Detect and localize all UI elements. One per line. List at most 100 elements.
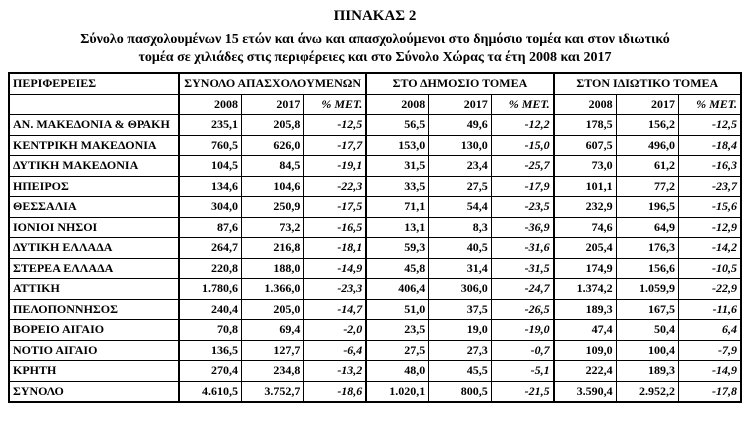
value-cell: 40,5 xyxy=(428,237,492,259)
subheader: 2008 xyxy=(552,93,617,115)
value-cell: -23,3 xyxy=(303,278,367,300)
value-cell: 196,5 xyxy=(615,196,680,218)
value-cell: -2,0 xyxy=(303,319,367,341)
group-header: ΣΤΟ ΔΗΜΟΣΙΟ ΤΟΜΕΑ xyxy=(365,72,555,95)
value-cell: 174,9 xyxy=(552,257,617,279)
value-cell: 87,6 xyxy=(177,216,242,238)
value-cell: -11,6 xyxy=(678,298,742,320)
value-cell: 3.590,4 xyxy=(552,380,617,403)
value-cell: 205,8 xyxy=(240,114,305,136)
table-row: ΗΠΕΙΡΟΣ 134,6 104,6 -22,3 33,5 27,5 -17,9 101,1… xyxy=(8,175,742,197)
value-cell: 234,8 xyxy=(240,360,305,382)
value-cell: -16,3 xyxy=(678,155,742,177)
value-cell: -0,7 xyxy=(490,339,555,361)
value-cell: -15,0 xyxy=(490,134,555,156)
value-cell: 31,5 xyxy=(365,155,430,177)
region-name: ΚΕΝΤΡΙΚΗ ΜΑΚΕΔΟΝΙΑ xyxy=(8,134,180,156)
value-cell: 216,8 xyxy=(240,237,305,259)
value-cell: -14,9 xyxy=(303,257,367,279)
table-row: ΔΥΤΙΚΗ ΕΛΛΑΔΑ 264,7 216,8 -18,1 59,3 40,5 -31,… xyxy=(8,237,742,259)
value-cell: -14,9 xyxy=(678,360,742,382)
value-cell: -23,5 xyxy=(490,196,555,218)
value-cell: -14,2 xyxy=(678,237,742,259)
value-cell: -31,6 xyxy=(490,237,555,259)
region-name: ΚΡΗΤΗ xyxy=(8,360,180,382)
value-cell: 23,5 xyxy=(365,319,430,341)
value-cell: 264,7 xyxy=(177,237,242,259)
value-cell: -22,3 xyxy=(303,175,367,197)
value-cell: 77,2 xyxy=(615,175,680,197)
table-row: ΠΕΡΙΦΕΡΕΙΕΣ ΣΥΝΟΛΟ ΑΠΑΣΧΟΛΟΥΜΕΝΩΝ ΣΤΟ ΔΗΜΟ… xyxy=(8,72,742,95)
region-name: ΠΕΛΟΠΟΝΝΗΣΟΣ xyxy=(8,298,180,320)
value-cell: 406,4 xyxy=(365,278,430,300)
value-cell: -26,5 xyxy=(490,298,555,320)
value-cell: 73,0 xyxy=(552,155,617,177)
value-cell: -6,4 xyxy=(303,339,367,361)
value-cell: 167,5 xyxy=(615,298,680,320)
value-cell: 13,1 xyxy=(365,216,430,238)
table-row: ΘΕΣΣΑΛΙΑ 304,0 250,9 -17,5 71,1 54,4 -23,5 232,… xyxy=(8,196,742,218)
subheader: 2017 xyxy=(615,93,680,115)
value-cell: 1.366,0 xyxy=(240,278,305,300)
value-cell: -14,7 xyxy=(303,298,367,320)
subheader: 2017 xyxy=(428,93,492,115)
table-row: ΙΟΝΙΟΙ ΝΗΣΟΙ 87,6 73,2 -16,5 13,1 8,3 -36,9 74,… xyxy=(8,216,742,238)
subheader: % ΜΕΤ. xyxy=(303,93,367,115)
value-cell: 84,5 xyxy=(240,155,305,177)
value-cell: 232,9 xyxy=(552,196,617,218)
value-cell: 4.610,5 xyxy=(177,380,242,403)
value-cell: 136,5 xyxy=(177,339,242,361)
value-cell: -25,7 xyxy=(490,155,555,177)
region-name: ΔΥΤΙΚΗ ΜΑΚΕΔΟΝΙΑ xyxy=(8,155,180,177)
value-cell: 127,7 xyxy=(240,339,305,361)
region-name: ΔΥΤΙΚΗ ΕΛΛΑΔΑ xyxy=(8,237,180,259)
subheader: 2008 xyxy=(365,93,430,115)
value-cell: 45,8 xyxy=(365,257,430,279)
value-cell: -17,9 xyxy=(490,175,555,197)
value-cell: 48,0 xyxy=(365,360,430,382)
value-cell: 73,2 xyxy=(240,216,305,238)
value-cell: -12,2 xyxy=(490,114,555,136)
value-cell: -10,5 xyxy=(678,257,742,279)
value-cell: 31,4 xyxy=(428,257,492,279)
value-cell: -31,5 xyxy=(490,257,555,279)
value-cell: 3.752,7 xyxy=(240,380,305,403)
table-row: 2008 2017% ΜΕΤ. 2008 2017% ΜΕΤ. 2008 2017% ΜΕ… xyxy=(8,93,742,115)
value-cell: 800,5 xyxy=(428,380,492,403)
group-header: ΣΤΟΝ ΙΔΙΩΤΙΚΟ ΤΟΜΕΑ xyxy=(552,72,742,95)
value-cell: 33,5 xyxy=(365,175,430,197)
value-cell: -18,4 xyxy=(678,134,742,156)
corner-header: ΠΕΡΙΦΕΡΕΙΕΣ xyxy=(8,72,180,95)
value-cell: 760,5 xyxy=(177,134,242,156)
value-cell: 104,6 xyxy=(240,175,305,197)
value-cell: 1.780,6 xyxy=(177,278,242,300)
subheader: % ΜΕΤ. xyxy=(678,93,742,115)
region-name: ΙΟΝΙΟΙ ΝΗΣΟΙ xyxy=(8,216,180,238)
value-cell: 130,0 xyxy=(428,134,492,156)
subheader: % ΜΕΤ. xyxy=(490,93,555,115)
subheader: 2017 xyxy=(240,93,305,115)
value-cell: 45,5 xyxy=(428,360,492,382)
value-cell: 270,4 xyxy=(177,360,242,382)
value-cell: 240,4 xyxy=(177,298,242,320)
value-cell: 64,9 xyxy=(615,216,680,238)
value-cell: -17,8 xyxy=(678,380,742,403)
value-cell: 109,0 xyxy=(552,339,617,361)
value-cell: 59,3 xyxy=(365,237,430,259)
value-cell: 19,0 xyxy=(428,319,492,341)
group-header: ΣΥΝΟΛΟ ΑΠΑΣΧΟΛΟΥΜΕΝΩΝ xyxy=(177,72,367,95)
value-cell: 134,6 xyxy=(177,175,242,197)
region-name: ΑΝ. ΜΑΚΕΔΟΝΙΑ & ΘΡΑΚΗ xyxy=(8,114,180,136)
value-cell: -7,9 xyxy=(678,339,742,361)
value-cell: 306,0 xyxy=(428,278,492,300)
table-row: ΑΝ. ΜΑΚΕΔΟΝΙΑ & ΘΡΑΚΗ 235,1 205,8 -12,5 56,5… xyxy=(8,114,742,136)
value-cell: -24,7 xyxy=(490,278,555,300)
subheader: 2008 xyxy=(177,93,242,115)
value-cell: 189,3 xyxy=(552,298,617,320)
value-cell: -18,6 xyxy=(303,380,367,403)
value-cell: -13,2 xyxy=(303,360,367,382)
value-cell: 607,5 xyxy=(552,134,617,156)
value-cell: 156,6 xyxy=(615,257,680,279)
value-cell: -19,1 xyxy=(303,155,367,177)
